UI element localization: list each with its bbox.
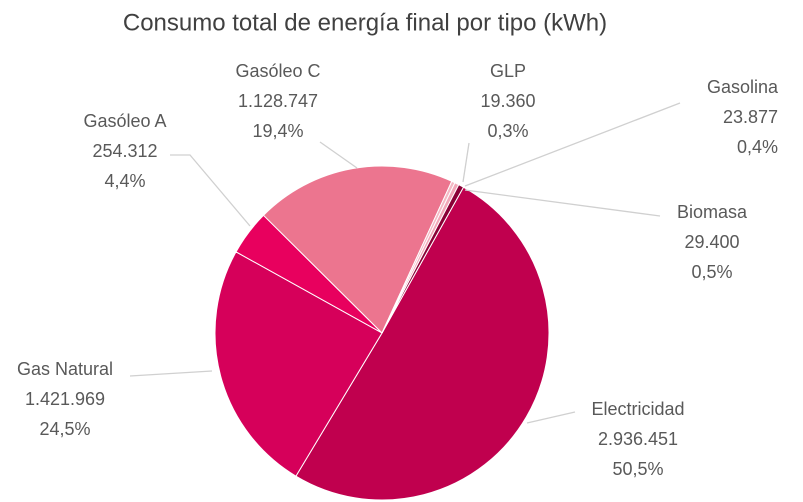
leader-line — [526, 411, 576, 424]
leader-line — [464, 189, 661, 217]
slice-label: Gas Natural — [17, 359, 113, 379]
slice-label: Gasóleo C — [235, 61, 320, 81]
slice-label: Electricidad — [591, 399, 684, 419]
value-label: 29.400 — [684, 232, 739, 252]
pie-slice — [381, 184, 465, 334]
value-label: 254.312 — [92, 141, 157, 161]
pie-slice — [295, 186, 550, 501]
percent-label: 0,3% — [487, 121, 528, 141]
value-label: 2.936.451 — [598, 429, 678, 449]
value-label: 1.421.969 — [25, 389, 105, 409]
value-label: 19.360 — [480, 91, 535, 111]
leader-line — [129, 370, 213, 377]
value-label: 23.877 — [723, 107, 778, 127]
slice-label: GLP — [490, 61, 526, 81]
pie-slice — [214, 251, 383, 477]
leader-line — [319, 141, 358, 169]
percent-label: 0,4% — [737, 137, 778, 157]
value-label: 1.128.747 — [238, 91, 318, 111]
leader-line — [464, 102, 681, 187]
slice-label: Biomasa — [677, 202, 748, 222]
slice-label: Gasóleo A — [83, 111, 166, 131]
leader-line — [170, 154, 251, 227]
slice-label: Gasolina — [707, 77, 779, 97]
pie-slice — [262, 165, 453, 334]
percent-label: 4,4% — [104, 171, 145, 191]
percent-label: 24,5% — [39, 419, 90, 439]
chart-title: Consumo total de energía final por tipo … — [123, 9, 607, 36]
percent-label: 0,5% — [691, 262, 732, 282]
percent-label: 19,4% — [252, 121, 303, 141]
leader-line — [462, 142, 470, 183]
percent-label: 50,5% — [612, 459, 663, 479]
